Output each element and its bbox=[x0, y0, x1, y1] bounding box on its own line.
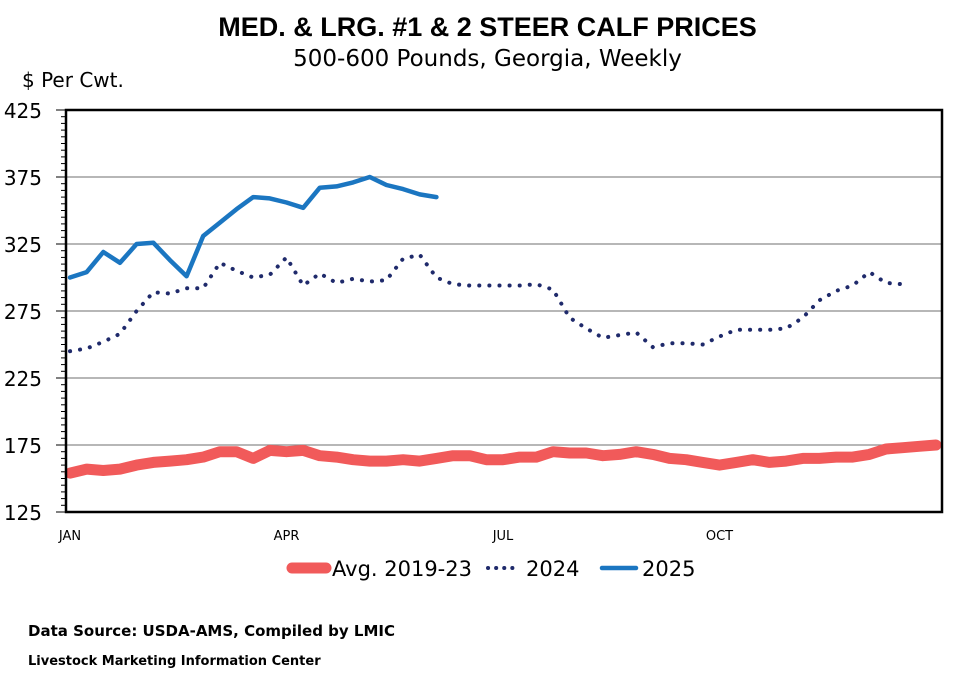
series-line bbox=[67, 174, 439, 280]
chart-subtitle: 500-600 Pounds, Georgia, Weekly bbox=[293, 46, 682, 72]
legend-label: 2025 bbox=[642, 557, 695, 581]
y-tick-labels: 125 175 225 275 325 375 425 bbox=[4, 99, 42, 525]
plot-area-frame bbox=[64, 108, 944, 514]
chart-title: MED. & LRG. #1 & 2 STEER CALF PRICES bbox=[218, 12, 757, 42]
series-line bbox=[68, 252, 905, 354]
x-tick-labels: JAN APR JUL OCT bbox=[58, 529, 733, 544]
y-tick-label: 225 bbox=[4, 367, 42, 391]
organization-note: Livestock Marketing Information Center bbox=[28, 654, 321, 669]
grid-lines bbox=[66, 176, 942, 446]
legend-label: Avg. 2019-23 bbox=[332, 557, 472, 581]
x-tick-label: JAN bbox=[58, 529, 81, 544]
legend: Avg. 2019-23 2024 2025 bbox=[286, 557, 695, 581]
y-tick-label: 425 bbox=[4, 99, 42, 123]
y-tick-label: 375 bbox=[4, 166, 42, 190]
series-lines bbox=[64, 174, 942, 479]
y-tick-label: 125 bbox=[4, 501, 42, 525]
legend-label: 2024 bbox=[526, 557, 579, 581]
y-axis-label: $ Per Cwt. bbox=[22, 68, 124, 92]
x-tick-label: APR bbox=[274, 529, 300, 544]
y-tick-label: 175 bbox=[4, 434, 42, 458]
y-minor-ticks bbox=[56, 109, 66, 513]
series-line bbox=[64, 439, 942, 479]
y-tick-label: 325 bbox=[4, 233, 42, 257]
y-tick-label: 275 bbox=[4, 300, 42, 324]
x-tick-label: OCT bbox=[706, 529, 733, 544]
data-source-note: Data Source: USDA-AMS, Compiled by LMIC bbox=[28, 622, 395, 640]
x-tick-label: JUL bbox=[492, 529, 514, 544]
